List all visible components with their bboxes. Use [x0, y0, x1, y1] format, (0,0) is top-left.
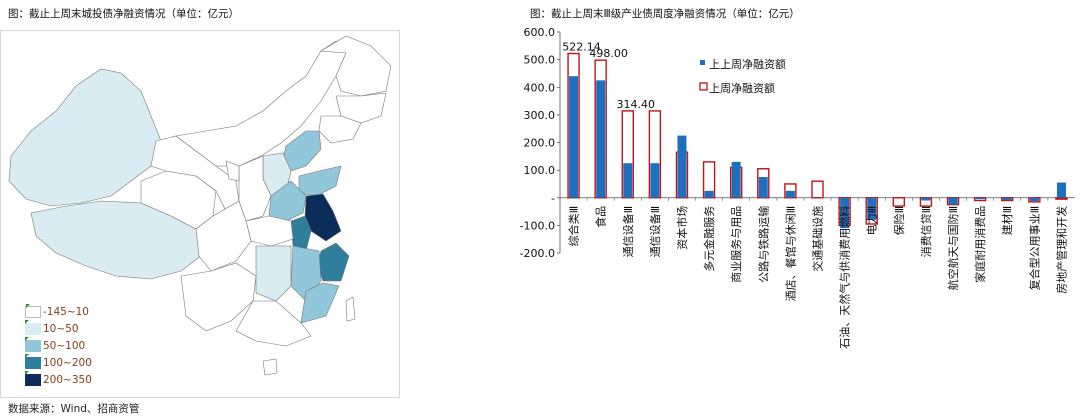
bar-prevweek-2 [623, 163, 633, 198]
bar-prevweek-0 [569, 76, 579, 198]
bar-prevweek-7 [758, 177, 768, 198]
bar-prevweek-4 [677, 135, 687, 198]
bar-prevweek-18 [1056, 182, 1066, 198]
bar-prevweek-3 [650, 163, 660, 198]
legend-item-1: 10~50 [25, 319, 92, 337]
legend-item-0: -145~10 [25, 303, 92, 320]
data-label-2: 314.40 [617, 98, 656, 111]
bar-prevweek-11 [867, 197, 877, 220]
region-taiwan [345, 296, 356, 322]
legend-item-2: 50~100 [25, 336, 92, 354]
legend-item-4: 200~350 [25, 370, 92, 388]
bar-prevweek-8 [785, 190, 795, 198]
region-zhejiang [316, 242, 350, 282]
region-tibet [30, 200, 202, 280]
legend-swatch-3 [25, 353, 41, 369]
x-tick-label-1: 食品 [594, 206, 608, 228]
legend-swatch-lastweek [699, 82, 708, 91]
legend-label-lastweek: 上周净融资额 [709, 81, 775, 95]
region-fujian [300, 282, 340, 324]
legend-label-3: 100~200 [43, 356, 92, 369]
legend-swatch-1 [25, 319, 41, 335]
region-guangdong [235, 300, 312, 347]
bar-prevweek-13 [921, 197, 931, 201]
industry-bar-chart: 600.0 500.0 400.0 300.0 200.0 100.0 - -100.0 -20… [520, 26, 1075, 349]
region-hubei [245, 215, 294, 247]
bar-lastweek-18 [1055, 197, 1068, 200]
x-tick-label-14: 航空航天与国防Ⅲ [946, 206, 960, 291]
china-map [8, 35, 392, 376]
bar-lastweek-12 [892, 197, 906, 207]
legend-label-4: 200~350 [43, 373, 92, 386]
x-tick-label-16: 建材Ⅲ [1000, 206, 1014, 236]
x-tick-label-9: 交通基础设施 [811, 206, 825, 272]
region-hainan [262, 358, 278, 376]
chart-title: 图：截止上周末Ⅲ级产业债周度净融资情况（单位：亿元） [530, 8, 800, 20]
map-legend: -145~10 10~50 50~100 100~200 200~350 [25, 303, 92, 388]
bar-prevweek-16 [1002, 197, 1012, 200]
legend-item-3: 100~200 [25, 353, 92, 371]
y-tick-label-0: 600.0 [524, 26, 556, 39]
region-xinjiang [8, 68, 162, 207]
region-sichuan [195, 200, 252, 272]
legend-swatch-0 [25, 303, 41, 318]
legend-swatch-4 [25, 370, 41, 386]
x-tick-label-7: 公路与铁路运输 [756, 206, 770, 283]
x-tick-label-18: 房地产管理和开发 [1054, 206, 1068, 294]
legend-label-1: 10~50 [43, 322, 79, 335]
x-tick-label-13: 消费信贷Ⅲ [919, 206, 933, 258]
x-tick-label-11: 电力Ⅲ [866, 206, 879, 236]
map-title: 图：截止上周末城投债净融资情况（单位：亿元） [8, 8, 239, 20]
x-tick-label-3: 通信设备Ⅲ [648, 206, 662, 258]
x-tick-label-10: 石油、天然气与供消费用燃料 [838, 206, 852, 349]
x-tick-label-4: 资本市场 [675, 206, 689, 250]
bar-lastweek-9 [811, 180, 824, 199]
bar-prevweek-17 [1029, 197, 1039, 202]
x-tick-label-5: 多元金融服务 [702, 206, 716, 272]
y-tick-label-5: 100.0 [524, 164, 556, 177]
source-note: 数据来源：Wind、招商资管 [8, 403, 140, 415]
y-tick-label-8: -200.0 [520, 247, 555, 260]
data-label-1: 498.00 [589, 47, 628, 60]
bar-prevweek-1 [596, 80, 606, 198]
data-label-0: 522.14 [562, 41, 601, 54]
y-tick-label-4: 200.0 [524, 137, 556, 150]
china-map-panel: -145~10 10~50 50~100 100~200 200~350 [0, 30, 400, 398]
region-anhui [290, 215, 312, 252]
region-heilongjiang [320, 35, 392, 97]
x-tick-label-8: 酒店、餐馆与休闲Ⅲ [783, 206, 797, 302]
y-tick-label-2: 400.0 [524, 81, 556, 94]
x-tick-label-15: 家庭耐用消费品 [973, 206, 987, 283]
bar-prevweek-15 [975, 197, 985, 200]
region-shandong [298, 165, 342, 197]
bar-prevweek-5 [704, 190, 714, 198]
x-tick-label-2: 通信设备Ⅲ [621, 206, 635, 258]
legend-swatch-2 [25, 336, 41, 352]
bar-prevweek-14 [948, 197, 958, 205]
legend-label-prevweek: 上上周净融资额 [709, 57, 786, 71]
legend-swatch-prevweek [700, 60, 705, 65]
x-tick-label-6: 商业服务与用品 [729, 206, 743, 283]
y-tick-label-1: 500.0 [524, 54, 556, 67]
region-hunan [255, 245, 292, 302]
y-tick-label-6: - [551, 192, 555, 205]
x-tick-label-12: 保险Ⅲ [892, 206, 906, 236]
x-tick-label-17: 复合型公用事业Ⅲ [1027, 206, 1041, 291]
legend-label-2: 50~100 [43, 339, 86, 352]
y-tick-label-7: -100.0 [520, 219, 555, 232]
region-ningxia [225, 160, 240, 182]
x-tick-label-0: 综合类Ⅲ [567, 206, 581, 247]
y-tick-label-3: 300.0 [524, 109, 556, 122]
legend-label-0: -145~10 [43, 305, 89, 318]
bar-prevweek-6 [731, 161, 741, 198]
region-hebei [282, 130, 322, 172]
bar-prevweek-10 [840, 197, 850, 229]
